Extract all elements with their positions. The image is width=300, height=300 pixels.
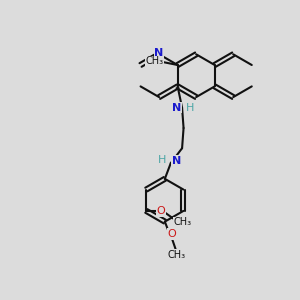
Text: N: N [154, 48, 164, 58]
Text: CH₃: CH₃ [146, 56, 164, 66]
Text: O: O [168, 229, 176, 239]
Text: H: H [158, 155, 167, 165]
Text: CH₃: CH₃ [168, 250, 186, 260]
Text: N: N [172, 156, 181, 166]
Text: O: O [156, 206, 165, 216]
Text: CH₃: CH₃ [173, 217, 192, 227]
Text: H: H [186, 103, 195, 113]
Text: N: N [172, 103, 182, 113]
